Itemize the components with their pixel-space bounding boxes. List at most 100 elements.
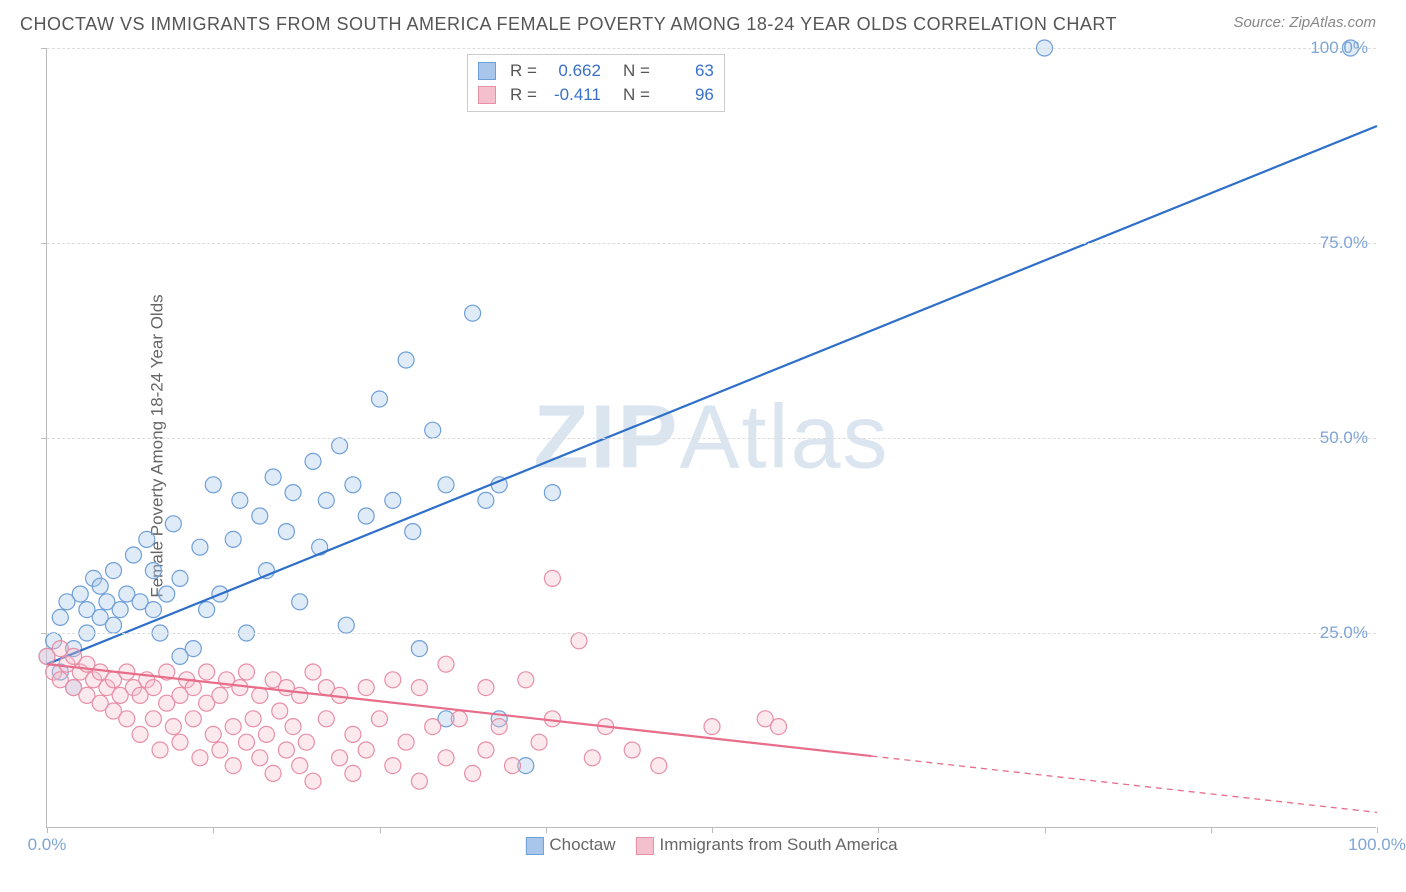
data-point — [332, 750, 348, 766]
y-tick-mark — [41, 438, 47, 439]
data-point — [172, 570, 188, 586]
data-point — [265, 469, 281, 485]
data-point — [438, 750, 454, 766]
data-point — [278, 524, 294, 540]
gridline — [47, 438, 1376, 439]
data-point — [372, 391, 388, 407]
data-point — [252, 687, 268, 703]
series-legend: Choctaw Immigrants from South America — [525, 835, 897, 855]
data-point — [332, 438, 348, 454]
y-tick-label: 25.0% — [1320, 623, 1368, 643]
data-point — [771, 719, 787, 735]
n-label: N = — [623, 61, 650, 81]
data-point — [465, 765, 481, 781]
data-point — [451, 711, 467, 727]
data-point — [119, 711, 135, 727]
r-value: 0.662 — [545, 61, 601, 81]
data-point — [491, 719, 507, 735]
data-point — [385, 492, 401, 508]
y-tick-label: 100.0% — [1310, 38, 1368, 58]
data-point — [405, 524, 421, 540]
data-point — [651, 758, 667, 774]
data-point — [205, 726, 221, 742]
data-point — [425, 422, 441, 438]
data-point — [398, 734, 414, 750]
data-point — [345, 726, 361, 742]
data-point — [704, 719, 720, 735]
data-point — [225, 531, 241, 547]
data-point — [292, 687, 308, 703]
data-point — [165, 719, 181, 735]
data-point — [305, 664, 321, 680]
data-point — [345, 477, 361, 493]
n-label: N = — [623, 85, 650, 105]
legend-swatch — [478, 86, 496, 104]
data-point — [624, 742, 640, 758]
data-point — [212, 687, 228, 703]
data-point — [159, 586, 175, 602]
data-point — [305, 773, 321, 789]
x-tick-label: 0.0% — [28, 835, 67, 855]
x-tick-mark — [878, 827, 879, 833]
r-value: -0.411 — [545, 85, 601, 105]
data-point — [225, 719, 241, 735]
x-tick-mark — [1211, 827, 1212, 833]
data-point — [239, 664, 255, 680]
data-point — [132, 726, 148, 742]
gridline — [47, 48, 1376, 49]
data-point — [358, 742, 374, 758]
data-point — [292, 758, 308, 774]
data-point — [292, 594, 308, 610]
series-name: Immigrants from South America — [660, 835, 898, 854]
stat-legend-row: R =0.662N =63 — [478, 59, 714, 83]
n-value: 96 — [658, 85, 714, 105]
data-point — [185, 711, 201, 727]
y-tick-label: 75.0% — [1320, 233, 1368, 253]
x-tick-mark — [712, 827, 713, 833]
data-point — [411, 773, 427, 789]
data-point — [145, 602, 161, 618]
y-tick-mark — [41, 48, 47, 49]
data-point — [338, 617, 354, 633]
x-tick-mark — [1377, 827, 1378, 833]
data-point — [438, 656, 454, 672]
data-point — [212, 742, 228, 758]
data-point — [358, 680, 374, 696]
data-point — [544, 570, 560, 586]
y-tick-mark — [41, 243, 47, 244]
data-point — [584, 750, 600, 766]
data-point — [272, 703, 288, 719]
data-point — [318, 711, 334, 727]
data-point — [571, 633, 587, 649]
data-point — [232, 680, 248, 696]
data-point — [192, 750, 208, 766]
data-point — [385, 758, 401, 774]
data-point — [398, 352, 414, 368]
data-point — [72, 586, 88, 602]
x-tick-mark — [546, 827, 547, 833]
data-point — [232, 492, 248, 508]
series-name: Choctaw — [549, 835, 615, 854]
legend-swatch — [478, 62, 496, 80]
series-legend-item: Immigrants from South America — [636, 835, 898, 855]
data-point — [52, 609, 68, 625]
data-point — [106, 617, 122, 633]
data-point — [192, 539, 208, 555]
data-point — [305, 453, 321, 469]
data-point — [544, 485, 560, 501]
data-point — [199, 602, 215, 618]
data-point — [125, 547, 141, 563]
regression-line — [47, 126, 1377, 664]
legend-swatch — [525, 837, 543, 855]
legend-swatch — [636, 837, 654, 855]
data-point — [112, 602, 128, 618]
data-point — [518, 672, 534, 688]
data-point — [425, 719, 441, 735]
data-point — [205, 477, 221, 493]
data-point — [92, 578, 108, 594]
gridline — [47, 243, 1376, 244]
data-point — [252, 508, 268, 524]
data-point — [239, 734, 255, 750]
data-point — [252, 750, 268, 766]
data-point — [245, 711, 261, 727]
